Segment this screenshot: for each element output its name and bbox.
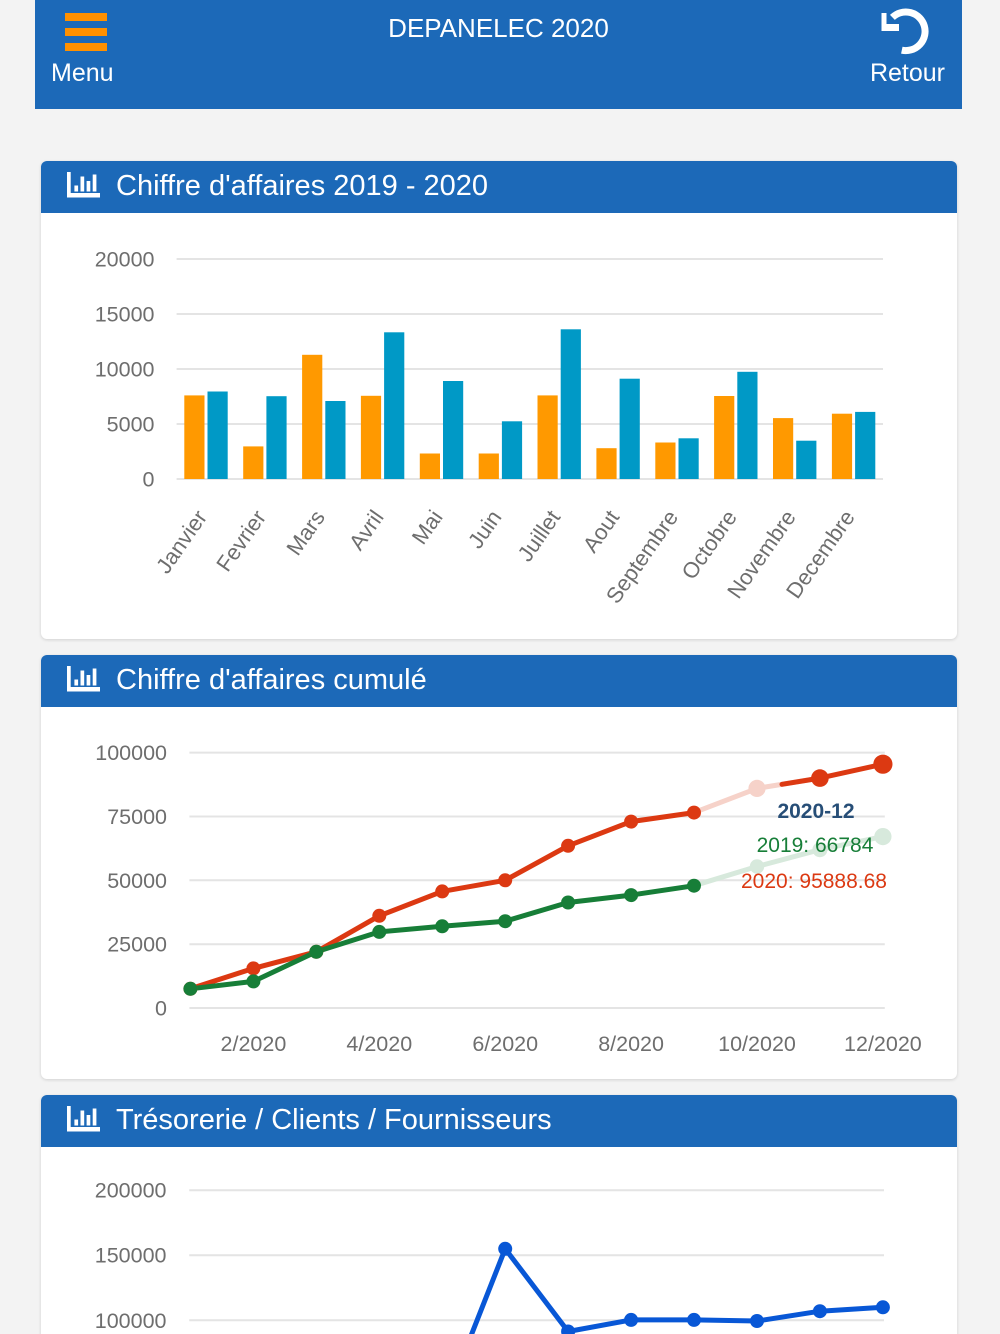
svg-text:Juillet: Juillet bbox=[513, 506, 566, 566]
svg-text:25000: 25000 bbox=[107, 933, 167, 957]
svg-text:0: 0 bbox=[143, 468, 155, 492]
svg-text:Mars: Mars bbox=[281, 506, 330, 560]
svg-text:6/2020: 6/2020 bbox=[472, 1032, 538, 1056]
svg-text:10000: 10000 bbox=[95, 358, 155, 382]
svg-text:200000: 200000 bbox=[95, 1179, 167, 1203]
svg-text:15000: 15000 bbox=[95, 303, 155, 327]
svg-text:Aout: Aout bbox=[578, 506, 624, 557]
svg-text:2/2020: 2/2020 bbox=[221, 1032, 287, 1056]
svg-text:20000: 20000 bbox=[95, 248, 155, 272]
svg-text:Octobre: Octobre bbox=[677, 506, 742, 584]
svg-text:100000: 100000 bbox=[95, 741, 167, 765]
svg-text:Fevrier: Fevrier bbox=[211, 506, 271, 576]
svg-text:10/2020: 10/2020 bbox=[718, 1032, 796, 1056]
svg-text:50000: 50000 bbox=[107, 869, 167, 893]
svg-text:150000: 150000 bbox=[95, 1244, 167, 1268]
svg-text:Juin: Juin bbox=[463, 506, 507, 553]
svg-text:12/2020: 12/2020 bbox=[844, 1032, 922, 1056]
svg-text:8/2020: 8/2020 bbox=[598, 1032, 664, 1056]
svg-text:4/2020: 4/2020 bbox=[346, 1032, 412, 1056]
svg-text:100000: 100000 bbox=[95, 1309, 167, 1333]
svg-text:Mai: Mai bbox=[407, 506, 448, 549]
svg-text:Avril: Avril bbox=[344, 506, 389, 555]
svg-text:5000: 5000 bbox=[107, 413, 155, 437]
svg-text:75000: 75000 bbox=[107, 805, 167, 829]
svg-text:0: 0 bbox=[155, 997, 167, 1021]
svg-text:Janvier: Janvier bbox=[151, 506, 212, 578]
